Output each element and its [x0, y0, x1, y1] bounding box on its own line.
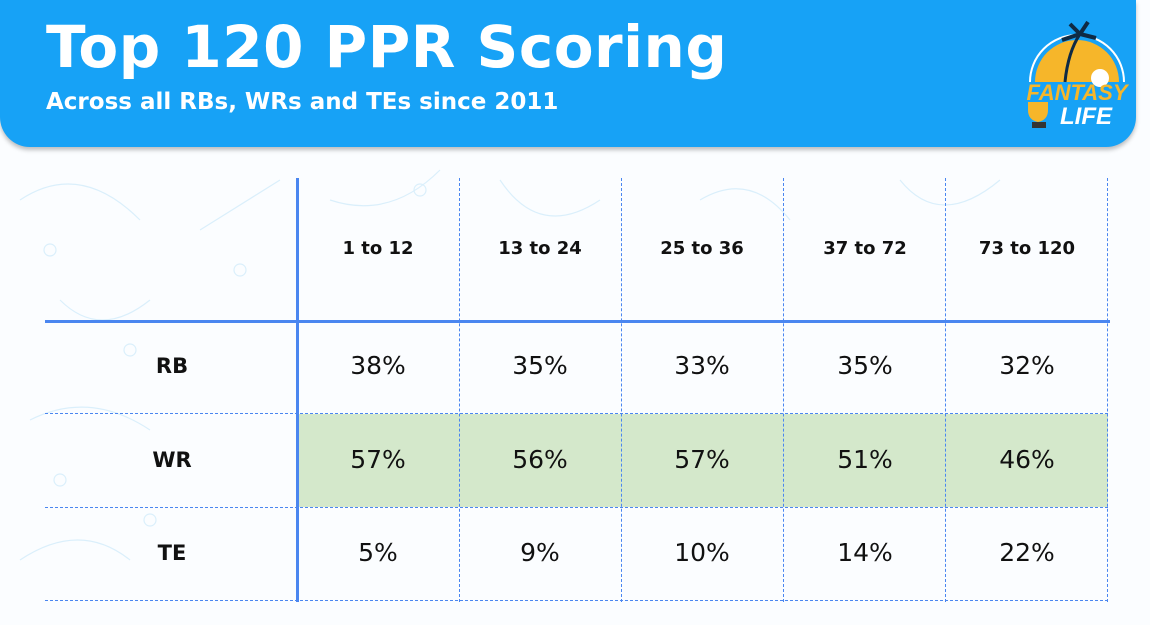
row-header: RB: [155, 354, 189, 378]
table-cell: 57%: [350, 445, 406, 474]
table-cell: 35%: [837, 351, 893, 380]
column-header: 1 to 12: [342, 238, 414, 259]
svg-text:FANTASY: FANTASY: [1026, 80, 1129, 105]
table-cell: 35%: [512, 351, 568, 380]
page-title: Top 120 PPR Scoring: [46, 13, 728, 81]
column-header: 37 to 72: [823, 238, 907, 259]
table-cell: 38%: [350, 351, 406, 380]
grid-line: [1107, 178, 1108, 602]
grid-line: [45, 600, 1108, 601]
table-cell: 56%: [512, 445, 568, 474]
header-column-divider: [296, 178, 299, 602]
grid-line: [783, 178, 784, 602]
table-cell: 9%: [520, 538, 560, 567]
table-cell: 51%: [837, 445, 893, 474]
table-cell: 57%: [674, 445, 730, 474]
grid-line: [45, 507, 1108, 508]
row-header: TE: [157, 541, 187, 565]
header-row-divider: [45, 320, 1110, 323]
table-cell: 14%: [837, 538, 893, 567]
table-cell: 5%: [358, 538, 398, 567]
column-header: 13 to 24: [498, 238, 582, 259]
column-header: 25 to 36: [660, 238, 744, 259]
table-cell: 46%: [999, 445, 1055, 474]
grid-line: [45, 413, 1108, 414]
grid-line: [621, 178, 622, 602]
highlight-row-wr: [298, 414, 1108, 507]
table-cell: 10%: [674, 538, 730, 567]
table-cell: 32%: [999, 351, 1055, 380]
table-cell: 22%: [999, 538, 1055, 567]
row-header: WR: [152, 448, 192, 472]
grid-line: [459, 178, 460, 602]
svg-text:LIFE: LIFE: [1060, 103, 1113, 130]
grid-line: [945, 178, 946, 602]
table-cell: 33%: [674, 351, 730, 380]
page-subtitle: Across all RBs, WRs and TEs since 2011: [46, 89, 559, 115]
fantasy-life-logo: FANTASY LIFE: [1026, 20, 1130, 130]
header-banner: Top 120 PPR Scoring Across all RBs, WRs …: [0, 0, 1136, 147]
column-header: 73 to 120: [978, 238, 1076, 259]
